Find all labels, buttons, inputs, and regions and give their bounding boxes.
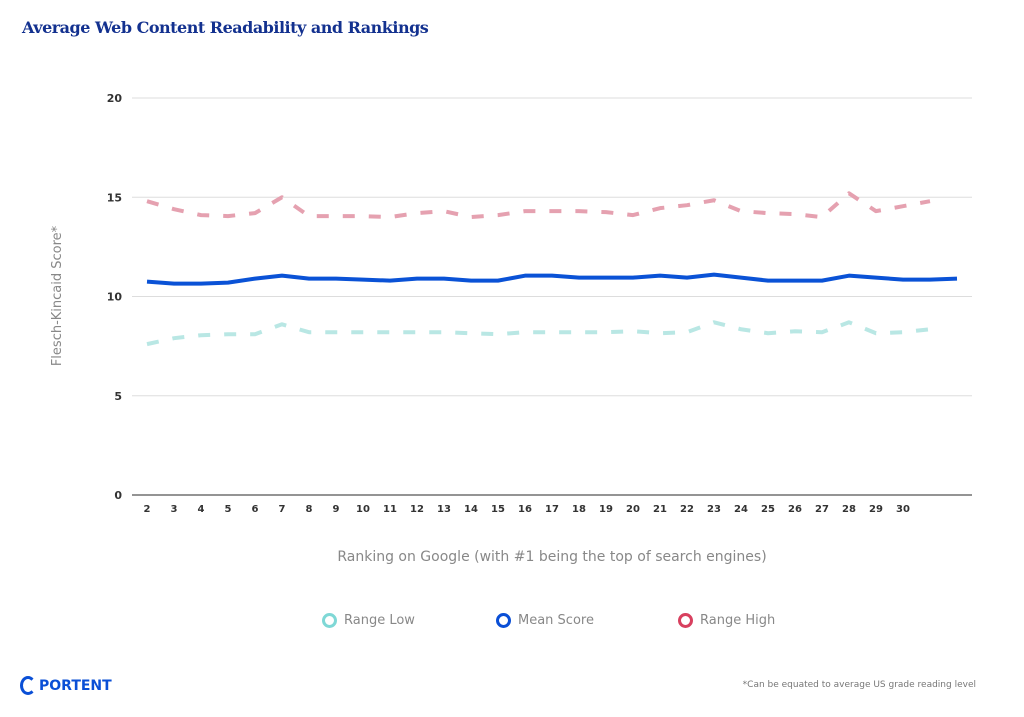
x-tick-label: 8 — [306, 504, 313, 515]
x-tick-label: 11 — [383, 504, 397, 515]
legend-marker — [678, 613, 693, 628]
legend-label: Range Low — [344, 613, 415, 628]
y-tick-label: 5 — [114, 390, 122, 403]
x-tick-label: 17 — [545, 504, 559, 515]
x-tick-label: 7 — [279, 504, 286, 515]
series-line-range-high — [146, 191, 931, 220]
legend-marker — [496, 613, 511, 628]
x-tick-label: 14 — [464, 504, 478, 515]
x-tick-label: 13 — [437, 504, 451, 515]
x-tick-label: 20 — [626, 504, 640, 515]
y-tick-label: 20 — [107, 92, 123, 105]
x-tick-label: 26 — [788, 504, 802, 515]
x-tick-label: 9 — [333, 504, 340, 515]
x-tick-label: 18 — [572, 504, 586, 515]
legend-label: Range High — [700, 613, 776, 628]
x-tick-label: 21 — [653, 504, 667, 515]
x-tick-label: 30 — [896, 504, 910, 515]
logo-ring-icon — [20, 676, 36, 695]
y-tick-label: 10 — [107, 291, 123, 304]
x-tick-label: 16 — [518, 504, 532, 515]
legend-item-mean-score: Mean Score — [496, 613, 594, 628]
x-tick-label: 10 — [356, 504, 370, 515]
x-tick-label: 27 — [815, 504, 829, 515]
x-tick-label: 15 — [491, 504, 505, 515]
x-tick-label: 19 — [599, 504, 613, 515]
series-line-mean-score — [146, 272, 958, 286]
legend-label: Mean Score — [518, 613, 594, 628]
y-tick-label: 0 — [114, 489, 122, 502]
chart-title: Average Web Content Readability and Rank… — [22, 18, 429, 37]
x-tick-label: 3 — [171, 504, 178, 515]
x-tick-label: 24 — [734, 504, 748, 515]
series-line-range-low — [146, 320, 931, 347]
logo-text: PORTENT — [39, 677, 112, 694]
x-tick-label: 23 — [707, 504, 721, 515]
legend-item-range-low: Range Low — [322, 613, 415, 628]
y-axis-label: Flesch-Kincaid Score* — [50, 225, 65, 366]
portent-logo: PORTENT — [20, 676, 112, 695]
legend-marker — [322, 613, 337, 628]
x-tick-label: 25 — [761, 504, 775, 515]
y-tick-label: 15 — [107, 191, 122, 204]
x-tick-label: 12 — [410, 504, 424, 515]
x-tick-label: 5 — [225, 504, 232, 515]
x-tick-label: 6 — [252, 504, 259, 515]
x-tick-label: 28 — [842, 504, 856, 515]
x-axis-label: Ranking on Google (with #1 being the top… — [337, 549, 766, 565]
footnote: *Can be equated to average US grade read… — [742, 680, 976, 690]
x-tick-label: 2 — [144, 504, 151, 515]
legend-item-range-high: Range High — [678, 613, 775, 628]
x-tick-label: 29 — [869, 504, 883, 515]
x-tick-label: 4 — [198, 504, 205, 515]
x-tick-label: 22 — [680, 504, 694, 515]
